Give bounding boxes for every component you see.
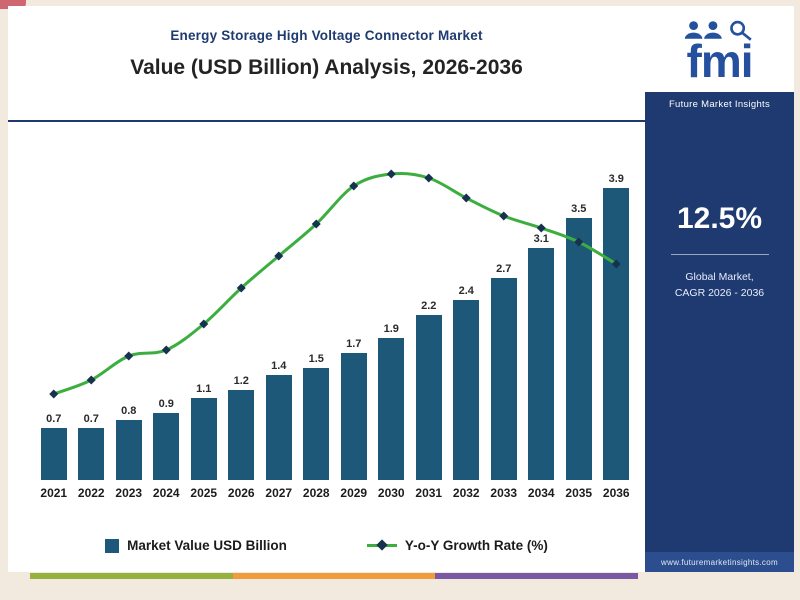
legend-item-line: Y-o-Y Growth Rate (%) [366, 538, 548, 553]
strip-segment-orange [232, 573, 436, 579]
line-swatch-icon [366, 544, 397, 547]
bar [40, 427, 67, 480]
bar [565, 217, 592, 480]
bar-value-label: 0.9 [158, 397, 174, 410]
sidebar: fmi Future Market Insights 12.5% Global … [645, 6, 794, 572]
bar-slot: 3.1 [523, 130, 561, 480]
bar-slot: 1.9 [373, 130, 411, 480]
sidebar-divider [670, 254, 769, 255]
bar [415, 315, 442, 480]
bar [528, 247, 555, 480]
bar-slot: 1.4 [260, 130, 298, 480]
bar-slot: 2.2 [410, 130, 448, 480]
x-axis-label: 2025 [190, 486, 218, 500]
bar [378, 337, 405, 480]
cagr-value: 12.5% [676, 202, 763, 235]
bar-slot: 2.4 [448, 130, 486, 480]
bar [603, 187, 630, 480]
bar [228, 390, 255, 480]
header-divider [8, 120, 645, 122]
bar-slot: 0.9 [148, 130, 186, 480]
bar [340, 352, 367, 480]
bar [490, 277, 517, 480]
x-axis-label: 2031 [415, 486, 443, 500]
bar-slot: 1.7 [335, 130, 373, 480]
bar-value-label: 1.5 [308, 352, 324, 365]
bar [265, 375, 292, 480]
x-axis-label: 2035 [565, 486, 593, 500]
chart-subtitle: Value (USD Billion) Analysis, 2026-2036 [130, 56, 523, 79]
bar-value-label: 0.7 [46, 412, 62, 425]
logo-people-magnifier-icon [684, 20, 752, 41]
bar-slot: 0.7 [35, 130, 73, 480]
bar-value-label: 3.5 [571, 202, 587, 215]
bar-slot: 1.5 [298, 130, 336, 480]
x-axis-label: 2024 [152, 486, 180, 500]
cagr-label-line1: Global Market, [685, 271, 754, 283]
bar-value-label: 2.2 [421, 300, 437, 312]
bar-slot: 3.5 [560, 130, 598, 480]
x-axis-label: 2023 [115, 486, 143, 500]
bar-slot: 1.1 [185, 130, 223, 480]
strip-segment-green [30, 573, 233, 579]
legend-line-label: Y-o-Y Growth Rate (%) [404, 538, 548, 553]
chart-panel: Energy Storage High Voltage Connector Ma… [8, 6, 645, 572]
website-text: www.futuremarketinsights.com [645, 552, 794, 572]
x-axis-label: 2027 [265, 486, 293, 500]
logo-text: fmi [686, 34, 754, 87]
legend-bar-label: Market Value USD Billion [127, 538, 287, 553]
plot-area: 0.7 0.7 0.8 0.9 1.1 1.2 1.4 1.5 1.7 1.9 2.2 2.4 2.7 3… [35, 130, 635, 480]
bar-slot: 0.8 [110, 130, 148, 480]
x-axis-label: 2028 [302, 486, 330, 500]
logo-tagline: Future Market Insights [668, 99, 771, 110]
bar-swatch-icon [105, 538, 120, 553]
bar-slot: 2.7 [485, 130, 523, 480]
bar-value-label: 1.2 [233, 375, 249, 387]
chart-title: Energy Storage High Voltage Connector Ma… [170, 28, 483, 43]
x-axis-label: 2021 [40, 486, 68, 500]
bar-slot: 0.7 [73, 130, 111, 480]
bar-value-label: 1.1 [196, 382, 212, 395]
bar-value-label: 1.4 [271, 360, 287, 372]
x-axis-label: 2022 [77, 486, 105, 500]
bottom-strip [30, 573, 639, 579]
corner-artifact [0, 0, 26, 9]
bar [453, 300, 480, 480]
bar-value-label: 3.9 [608, 172, 624, 185]
x-axis-label: 2033 [490, 486, 518, 500]
bar-value-label: 1.7 [346, 337, 362, 350]
fmi-logo: fmi [645, 6, 794, 92]
x-axis-label: 2029 [340, 486, 368, 500]
bar [303, 367, 330, 480]
bar [153, 412, 180, 480]
bar-value-label: 0.7 [83, 412, 99, 425]
bar-value-label: 2.4 [458, 285, 474, 297]
x-axis-label: 2030 [377, 486, 405, 500]
bar [78, 427, 105, 480]
legend-item-bar: Market Value USD Billion [105, 538, 287, 553]
bar-value-label: 1.9 [383, 322, 399, 335]
strip-segment-purple [435, 573, 639, 579]
bar-value-label: 0.8 [121, 405, 137, 417]
cagr-label-line2: CAGR 2026 - 2036 [674, 287, 765, 300]
x-axis-label: 2026 [227, 486, 255, 500]
x-axis-labels: 2021 2022 2023 2024 2025 2026 2027 2028 2029 2030… [35, 486, 635, 500]
legend: Market Value USD Billion Y-o-Y Growth Ra… [8, 538, 645, 553]
bar-value-label: 3.1 [533, 232, 549, 245]
bar [115, 420, 142, 480]
bar-slot: 1.2 [223, 130, 261, 480]
bar-slot: 3.9 [598, 130, 636, 480]
x-axis-label: 2034 [527, 486, 555, 500]
bar-value-label: 2.7 [496, 262, 512, 275]
cagr-label: Global Market, CAGR 2026 - 2036 [645, 269, 794, 302]
bars-layer: 0.7 0.7 0.8 0.9 1.1 1.2 1.4 1.5 1.7 1.9 2.2 2.4 2.7 3… [35, 130, 635, 480]
bar [190, 397, 217, 480]
x-axis-label: 2036 [602, 486, 630, 500]
x-axis-label: 2032 [452, 486, 480, 500]
